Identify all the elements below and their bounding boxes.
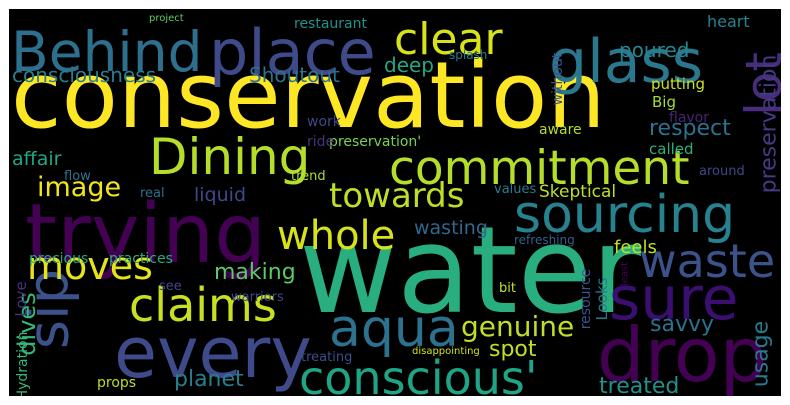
cloud-word: heart <box>707 12 750 31</box>
cloud-word: commitment <box>389 141 690 196</box>
cloud-word: feels <box>614 237 657 258</box>
cloud-word: spot <box>489 337 537 362</box>
cloud-word: props <box>97 375 136 391</box>
cloud-word: respect <box>649 116 731 141</box>
cloud-word: claims <box>129 278 277 332</box>
cloud-word: water <box>299 202 642 341</box>
cloud-word: refreshing <box>514 233 575 247</box>
cloud-word: preservation' <box>329 134 421 150</box>
cloud-word: conservation <box>11 42 606 149</box>
cloud-word: values <box>494 182 537 197</box>
cloud-word: splash <box>449 48 487 62</box>
cloud-word: treated <box>599 374 679 396</box>
cloud-word: disappointing <box>412 346 480 357</box>
cloud-word: every <box>114 312 312 394</box>
cloud-word: real <box>140 186 165 201</box>
cloud-word: drop <box>597 311 767 396</box>
cloud-word: whole <box>277 213 395 259</box>
cloud-word: place <box>209 16 376 89</box>
cloud-word: deep <box>384 53 434 77</box>
cloud-word: conscious' <box>299 351 538 396</box>
cloud-word: towards <box>329 176 464 216</box>
cloud-word: bit <box>499 281 516 296</box>
cloud-word: resource <box>578 269 594 330</box>
cloud-word: around <box>699 164 745 179</box>
cloud-word: planet <box>174 367 244 392</box>
cloud-word: genuine <box>461 310 574 343</box>
cloud-word: Shoutout <box>249 63 340 87</box>
cloud-word: precious <box>29 251 88 267</box>
cloud-word: aware <box>539 122 582 138</box>
cloud-word: Dining <box>149 128 310 186</box>
cloud-word: wasting <box>414 217 488 239</box>
cloud-word: sure <box>609 264 739 334</box>
cloud-word: moves <box>27 244 153 288</box>
cloud-word: project <box>149 13 184 24</box>
cloud-word: restaurant <box>294 16 368 32</box>
cloud-word: work <box>307 114 342 130</box>
cloud-word: warriors <box>231 290 284 305</box>
word-cloud-canvas: water conservation every trying drop sourcing… <box>9 9 781 396</box>
cloud-word: liquid <box>194 184 246 206</box>
cloud-word: without <box>550 52 566 105</box>
cloud-word: consciousness <box>12 63 156 87</box>
cloud-word: Looks <box>593 277 611 320</box>
cloud-word: image <box>37 172 121 203</box>
cloud-word: savvy <box>650 312 714 337</box>
cloud-word: making <box>214 260 296 285</box>
cloud-word: flavor <box>669 110 709 126</box>
cloud-word: Hydration <box>15 332 31 396</box>
cloud-word: see <box>159 279 182 294</box>
cloud-word: lot <box>735 52 781 116</box>
cloud-word: putting <box>651 75 705 93</box>
cloud-word: aqua <box>329 299 459 359</box>
cloud-word: Skeptical <box>539 182 616 202</box>
cloud-word: preservation <box>757 55 782 194</box>
cloud-word: practices <box>109 251 173 267</box>
cloud-word: called <box>649 140 694 158</box>
cloud-word: poured <box>619 38 689 62</box>
cloud-word: trend <box>291 169 326 184</box>
cloud-word: treating <box>301 350 352 365</box>
cloud-word: Love <box>12 281 30 316</box>
cloud-word: ride <box>307 134 334 150</box>
word-cloud-svg: water conservation every trying drop sourcing… <box>11 12 782 396</box>
cloud-word: sip <box>17 269 82 349</box>
cloud-word: sourcing <box>514 185 735 245</box>
cloud-word: Behind <box>11 20 202 84</box>
cloud-word: dives <box>13 292 41 355</box>
cloud-word: glass <box>549 27 703 97</box>
cloud-word: flow <box>64 169 91 184</box>
cloud-word: least <box>620 262 631 286</box>
cloud-word: trying <box>25 187 266 282</box>
cloud-word: waste <box>639 234 775 288</box>
cloud-word: clear <box>394 14 503 65</box>
cloud-word: usage <box>749 321 774 387</box>
cloud-word: affair <box>12 148 62 170</box>
cloud-word: Big <box>652 93 676 111</box>
